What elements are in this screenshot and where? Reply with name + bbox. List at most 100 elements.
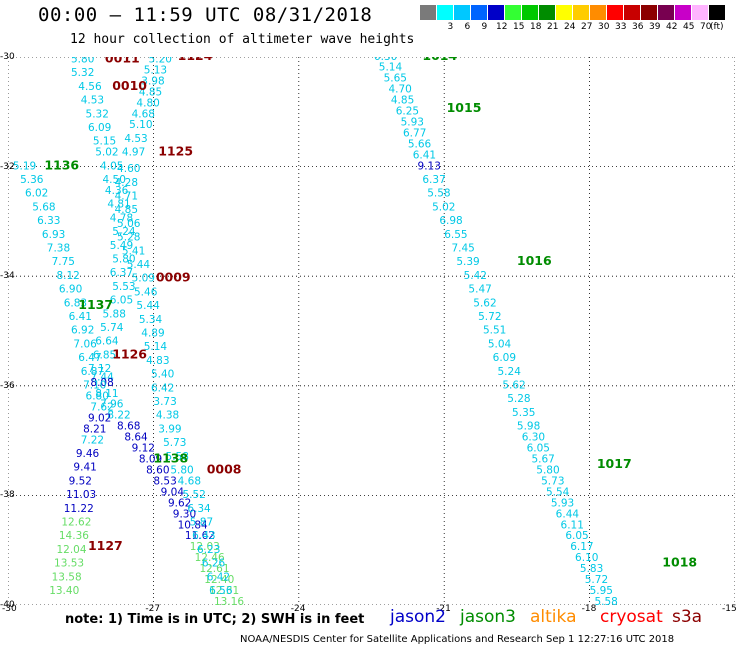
wave-height-value: 8.60 [146, 464, 169, 476]
wave-height-value: 5.09 [132, 273, 155, 285]
wave-height-value: 5.32 [71, 67, 94, 79]
wave-height-value: 6.42 [151, 382, 174, 394]
scale-swatch [573, 5, 589, 20]
scale-label: 27 [581, 22, 593, 32]
pass-time-label: 1125 [158, 144, 193, 159]
wave-height-value: 6.05 [565, 530, 588, 542]
wave-height-value: 7.38 [47, 243, 70, 255]
wave-height-value: 9.30 [173, 508, 196, 520]
pass-time-label: 1137 [78, 297, 113, 312]
wave-height-value: 7.62 [90, 401, 113, 413]
scale-label: 6 [464, 22, 471, 32]
wave-height-value: 6.92 [71, 325, 94, 337]
wave-height-value: 4.68 [178, 475, 201, 487]
lat-tick-label: -36 [0, 380, 15, 391]
wave-height-value: 7.12 [88, 363, 111, 375]
wave-height-value: 5.14 [379, 62, 403, 74]
scale-swatch [505, 5, 521, 20]
satellite-s3a: s3a [672, 607, 703, 627]
wave-height-value: 7.22 [81, 434, 104, 446]
wave-height-value: 5.06 [117, 218, 141, 230]
wave-height-value: 5.68 [32, 201, 55, 213]
wave-height-value: 8.22 [107, 410, 130, 422]
wave-height-value: 6.37 [422, 174, 445, 186]
wave-height-value: 4.60 [117, 163, 140, 175]
scale-label: 3 [447, 22, 454, 32]
grid [8, 57, 735, 605]
map-subtitle: 12 hour collection of altimeter wave hei… [70, 32, 415, 47]
wave-height-value: 5.67 [531, 454, 554, 466]
credit-line: NOAA/NESDIS Center for Satellite Applica… [240, 634, 675, 645]
wave-height-value: 3.99 [158, 423, 181, 435]
wave-height-value: 6.42 [207, 571, 230, 583]
wave-height-value: 13.58 [52, 571, 82, 583]
wave-height-value: 4.97 [122, 147, 145, 159]
wave-height-value: 6.83 [64, 297, 87, 309]
wave-height-value: 9.62 [168, 497, 191, 509]
scale-swatch [471, 5, 487, 20]
scale-label: 15 [513, 22, 525, 32]
wave-height-value: 5.13 [144, 64, 167, 76]
scale-swatch [488, 5, 504, 20]
wave-height-value: 8.12 [56, 270, 79, 282]
wave-height-value: 11.03 [66, 489, 96, 501]
lon-tick-label: -24 [290, 604, 306, 614]
wave-height-value: 5.10 [129, 119, 152, 131]
wave-height-value: 7.45 [451, 243, 474, 255]
wave-height-value: 5.87 [190, 517, 213, 529]
wave-height-value: 6.93 [42, 229, 65, 241]
scale-swatch [539, 5, 555, 20]
lon-tick-label: -18 [581, 604, 597, 614]
scale-swatch [420, 5, 436, 20]
scale-label: 18 [530, 22, 542, 32]
satellite-jason3: jason3 [460, 607, 516, 627]
scale-swatch [692, 5, 708, 20]
wave-height-value: 6.05 [110, 295, 133, 307]
units-note: note: 1) Time is in UTC; 2) SWH is in fe… [65, 612, 365, 627]
wave-height-value: 6.47 [78, 352, 101, 364]
scale-swatch [675, 5, 691, 20]
wave-height-value: 6.64 [95, 336, 119, 348]
wave-height-value: 9.12 [132, 443, 155, 455]
wave-height-value: 6.56 [209, 585, 233, 597]
wave-height-value: 5.49 [110, 240, 133, 252]
pass-time-label: 0011 [105, 57, 140, 65]
wave-height-value: 12.31 [209, 585, 239, 597]
wave-height-value: 6.11 [561, 519, 584, 531]
wave-height-value: 6.26 [202, 558, 226, 570]
wave-height-value: 9.04 [161, 486, 185, 498]
wave-height-value: 6.02 [25, 188, 48, 200]
wave-height-value: 6.09 [493, 352, 516, 364]
wave-height-value: 7.44 [90, 371, 114, 383]
scale-swatch [607, 5, 623, 20]
wave-height-value: 5.54 [546, 486, 570, 498]
wave-height-value: 5.24 [112, 226, 136, 238]
wave-height-value: 4.28 [115, 177, 138, 189]
wave-height-value: 5.74 [100, 322, 124, 334]
wave-height-value: 5.53 [112, 281, 135, 293]
scale-label: 42 [666, 22, 678, 32]
wave-height-value: 6.90 [59, 284, 82, 296]
wave-height-value: 8.08 [90, 377, 113, 389]
wave-height-value: 6.87 [81, 366, 104, 378]
lon-tick-label: -30 [2, 604, 17, 614]
wave-height-value: 5.58 [594, 596, 617, 605]
scale-swatch [624, 5, 640, 20]
scale-swatch [556, 5, 572, 20]
wave-height-value: 5.40 [151, 369, 174, 381]
wave-height-value: 11.22 [64, 503, 94, 515]
wave-height-value: 6.41 [69, 311, 92, 323]
wave-height-value: 4.83 [146, 355, 169, 367]
wave-height-value: 6.17 [570, 541, 593, 553]
wave-height-value: 5.80 [536, 464, 559, 476]
wave-height-value: 4.85 [115, 204, 138, 216]
wave-height-value: 4.85 [139, 86, 162, 98]
wave-height-value: 12.04 [56, 544, 86, 556]
pass-time-label: 1016 [517, 253, 552, 268]
scale-swatch [522, 5, 538, 20]
wave-height-value: 6.98 [439, 215, 462, 227]
wave-height-value: 7.75 [52, 256, 75, 268]
wave-height-value: 12.62 [61, 517, 91, 529]
scale-swatch [590, 5, 606, 20]
wave-height-value: 5.62 [502, 380, 525, 392]
